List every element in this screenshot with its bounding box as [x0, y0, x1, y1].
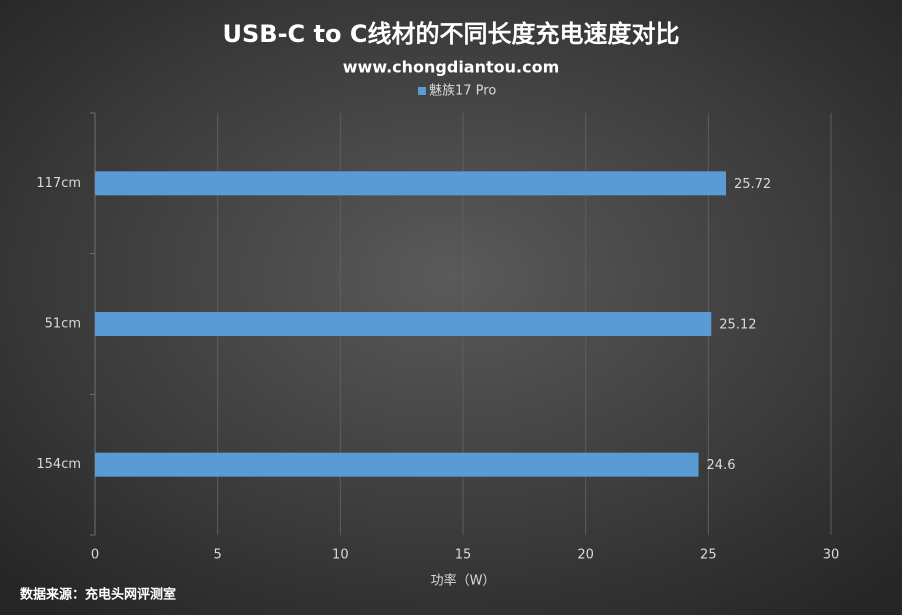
- x-tick-label: 20: [577, 548, 594, 563]
- x-tick-label: 25: [700, 548, 717, 563]
- x-tick-label: 5: [214, 548, 222, 563]
- legend-swatch: [418, 87, 426, 95]
- x-tick-label: 30: [823, 548, 840, 563]
- source-note: 数据来源：充电头网评测室: [20, 587, 176, 603]
- bar: [95, 171, 726, 196]
- y-tick-label: 154cm: [36, 457, 81, 472]
- x-tick-label: 0: [91, 548, 99, 563]
- bar: [95, 312, 712, 336]
- value-label: 24.6: [707, 458, 736, 473]
- x-tick-label: 10: [332, 548, 349, 563]
- value-label: 25.72: [734, 177, 771, 192]
- chart-title: USB-C to C线材的不同长度充电速度对比: [223, 20, 680, 48]
- value-label: 25.12: [719, 318, 756, 333]
- x-axis-label: 功率（W）: [431, 573, 496, 589]
- legend-label: 魅族17 Pro: [429, 83, 496, 99]
- x-tick-label: 15: [455, 548, 472, 563]
- y-tick-label: 51cm: [45, 317, 81, 332]
- bar: [95, 452, 699, 477]
- chart-subtitle: www.chongdiantou.com: [343, 58, 560, 77]
- y-tick-label: 117cm: [36, 176, 81, 191]
